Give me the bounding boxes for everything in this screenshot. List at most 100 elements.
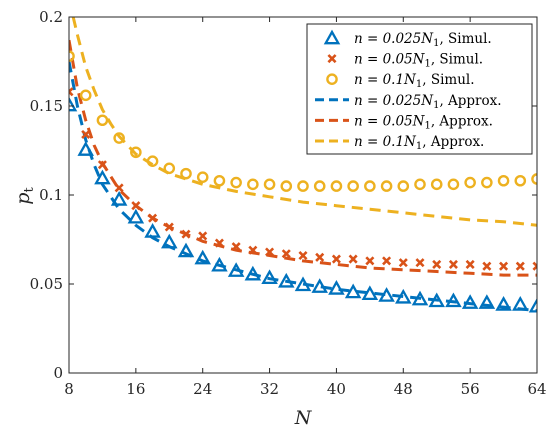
- plot-series-group: [69, 17, 537, 313]
- legend-entry-0-suffix: , Simul.: [439, 31, 491, 47]
- series-3-line: [69, 61, 537, 313]
- series-0-point-21: [411, 290, 429, 306]
- series-1-point-24: [465, 259, 475, 269]
- series-2-point-13: [280, 180, 293, 192]
- series-1-point-20: [398, 258, 408, 268]
- series-1-point-4-stroke-b: [131, 201, 141, 211]
- series-0-point-4: [127, 208, 145, 224]
- series-0-point-6: [161, 233, 178, 249]
- x-tick-label-5: 48: [394, 380, 413, 398]
- series-1-point-16: [331, 254, 341, 264]
- legend-marker-1-stroke-b: [327, 54, 337, 64]
- legend-entry-0-sub: 1: [433, 38, 439, 49]
- series-1-point-22: [432, 259, 442, 269]
- series-0-point-8: [194, 249, 211, 265]
- series-1-point-18-stroke-b: [365, 256, 375, 266]
- y-axis-label: pt: [12, 187, 37, 205]
- series-0-markers: [69, 96, 537, 313]
- legend-entry-0: n = 0.025N1, Simul.: [354, 31, 492, 49]
- series-1-point-25-stroke-b: [482, 261, 492, 271]
- series-2-point-2: [96, 114, 109, 127]
- series-1-point-4: [131, 201, 141, 211]
- series-0-point-3: [110, 190, 128, 206]
- series-1-point-25: [482, 261, 492, 271]
- legend-entry-4-math: n = 0.05N: [354, 113, 426, 129]
- series-1-point-15: [315, 252, 325, 262]
- series-1-point-14: [298, 251, 308, 261]
- series-1-point-6: [164, 222, 174, 232]
- series-0-point-7: [177, 242, 195, 258]
- series-2-point-17: [347, 180, 359, 192]
- series-1-point-28-stroke-a: [532, 261, 537, 269]
- axes: 8 16 24 32 40 48 56 64 0 0.05 0.1 0.15 0.2 Npt: [12, 8, 547, 429]
- x-tick-label-0: 8: [64, 380, 74, 398]
- series-2-point-19: [380, 180, 393, 192]
- series-2-point-7: [180, 167, 192, 180]
- series-1-point-0-stroke-b: [69, 87, 74, 94]
- series-1-point-10: [231, 242, 241, 252]
- series-1-point-28: [532, 261, 537, 271]
- y-axis-label-main: p: [12, 193, 34, 205]
- legend-box: [306, 23, 533, 155]
- series-1-point-26-stroke-b: [499, 261, 509, 271]
- x-tick-label-3: 32: [260, 380, 279, 398]
- series-0-point-12: [261, 269, 278, 285]
- series-2-point-4: [130, 146, 142, 159]
- series-2-point-12: [263, 178, 276, 191]
- x-tick-label-7: 64: [527, 380, 546, 398]
- legend-entry-3-sub: 1: [433, 100, 439, 111]
- y-tick-label-4: 0.2: [39, 8, 63, 26]
- series-1-point-2-stroke-b: [97, 160, 107, 170]
- x-axis-label: N: [294, 407, 313, 429]
- series-1-point-1: [81, 129, 91, 139]
- legend: n = 0.025N1, Simul.n = 0.05N1, Simul.n =…: [306, 23, 533, 155]
- series-2-point-23: [447, 178, 460, 191]
- series-0-point-17: [344, 283, 362, 299]
- series-0-point-16: [328, 279, 345, 295]
- legend-entry-2-sub: 1: [416, 79, 422, 90]
- legend-entry-2-math: n = 0.1N: [354, 72, 417, 88]
- series-2-point-22: [430, 178, 443, 191]
- series-2-point-16: [330, 180, 343, 192]
- series-2-point-5: [146, 155, 159, 167]
- series-2-point-25: [481, 176, 493, 189]
- y-axis-label-sub: t: [22, 187, 37, 193]
- series-2-point-3: [113, 132, 125, 144]
- series-1-point-13: [281, 249, 291, 259]
- series-1-point-14-stroke-b: [298, 251, 308, 261]
- series-1-point-26: [499, 261, 509, 271]
- x-tick-label-2: 24: [193, 380, 212, 398]
- series-0-point-2: [94, 169, 111, 185]
- series-0-point-27: [512, 296, 529, 311]
- series-1-point-3-stroke-b: [114, 183, 124, 193]
- legend-entry-2-suffix: , Simul.: [422, 72, 474, 88]
- series-1-point-17-stroke-b: [348, 254, 358, 264]
- series-1-point-21-stroke-b: [415, 258, 425, 268]
- series-2-point-10: [230, 176, 242, 189]
- series-1-point-2: [97, 160, 107, 170]
- series-2-point-28: [531, 173, 537, 185]
- y-tick-label-0: 0: [53, 364, 63, 382]
- series-1-point-8: [198, 231, 208, 241]
- series-2-point-26: [497, 174, 510, 187]
- legend-entry-3: n = 0.025N1, Approx.: [354, 93, 502, 111]
- series-1-point-5: [148, 213, 158, 223]
- series-1-point-12-stroke-b: [265, 247, 275, 257]
- series-0-point-24: [461, 294, 479, 309]
- series-1-point-1-stroke-b: [81, 129, 91, 139]
- legend-entry-3-math: n = 0.025N: [354, 93, 434, 109]
- series-2-point-24: [464, 176, 476, 189]
- series-1-point-11-stroke-b: [248, 245, 258, 255]
- series-1-point-28-stroke-b: [532, 264, 537, 271]
- series-0-point-26: [495, 296, 512, 311]
- series-1-point-21: [415, 258, 425, 268]
- legend-entry-0-math: n = 0.025N: [354, 31, 434, 47]
- series-1-point-7: [181, 229, 191, 239]
- series-1-point-13-stroke-b: [281, 249, 291, 259]
- series-2-point-21: [414, 178, 426, 191]
- series-1-point-17: [348, 254, 358, 264]
- legend-entry-5: n = 0.1N1, Approx.: [354, 134, 484, 152]
- series-1-point-15-stroke-b: [315, 252, 325, 262]
- series-1-point-5-stroke-b: [148, 213, 158, 223]
- series-1-point-9-stroke-b: [214, 238, 224, 248]
